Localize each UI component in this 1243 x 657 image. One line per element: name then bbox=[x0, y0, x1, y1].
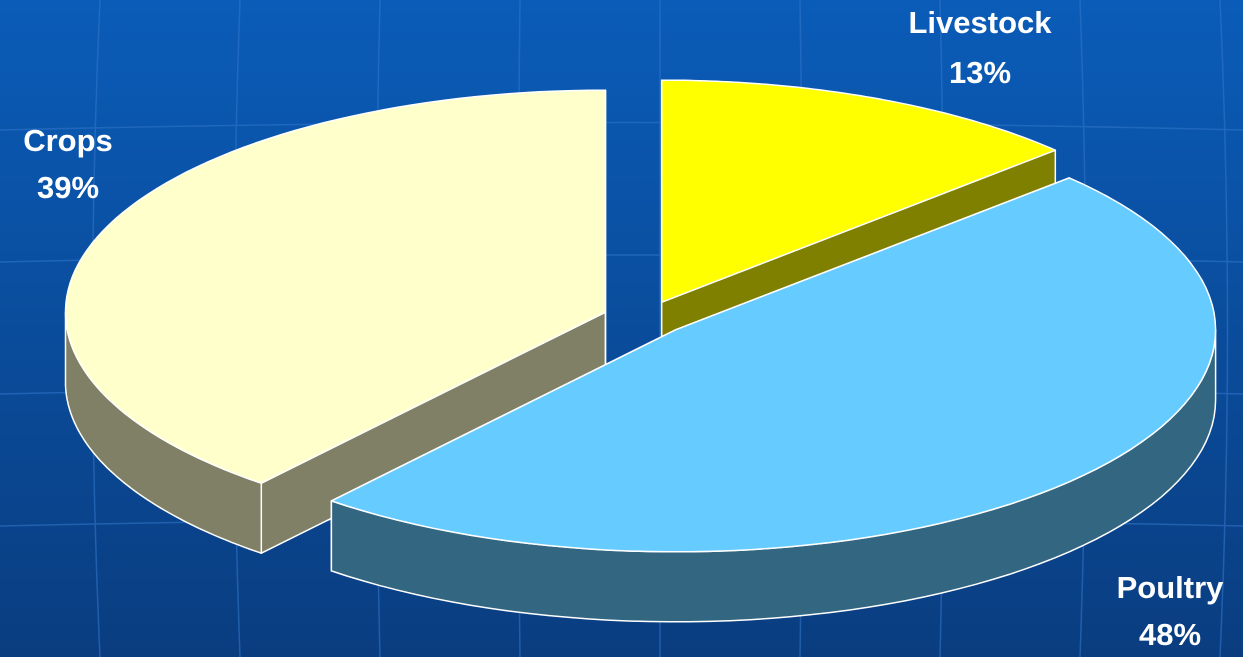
slice bbox=[64, 89, 607, 484]
slice-value-label: 48% bbox=[1139, 617, 1201, 652]
slice-label: Crops bbox=[23, 123, 113, 158]
slice bbox=[660, 79, 1057, 303]
slice bbox=[330, 177, 1217, 553]
slice-value-label: 13% bbox=[949, 55, 1011, 90]
slice-value-label: 39% bbox=[37, 170, 99, 205]
pie bbox=[64, 79, 1217, 623]
slice-label: Poultry bbox=[1117, 570, 1225, 605]
slice-label: Livestock bbox=[908, 5, 1052, 40]
